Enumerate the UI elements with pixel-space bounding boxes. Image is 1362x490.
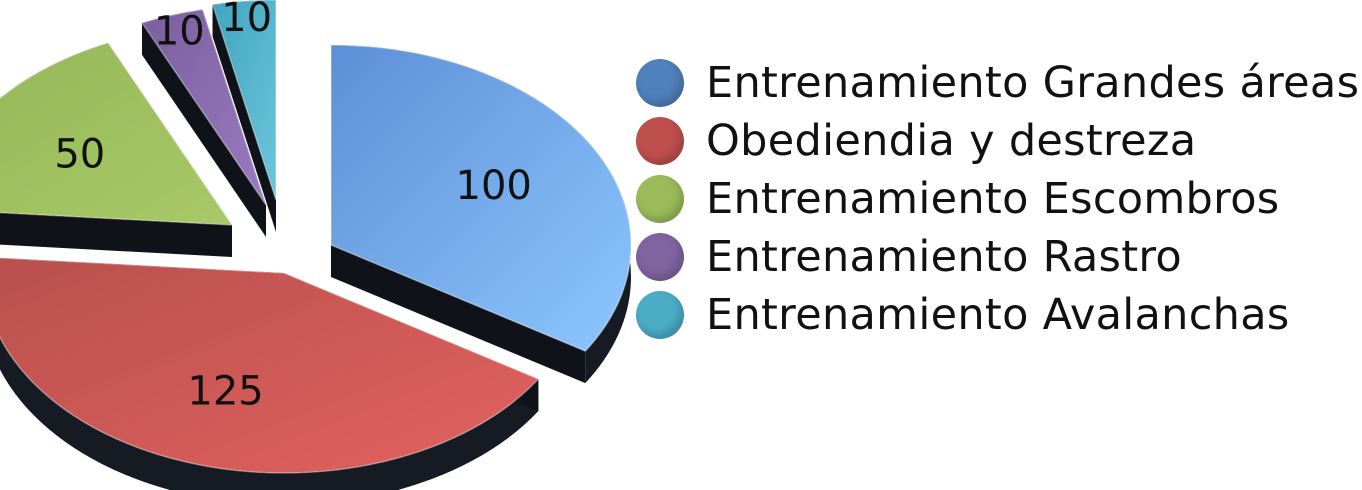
pie-slice-side xyxy=(0,337,539,490)
legend-label: Obediendia y destreza xyxy=(706,116,1197,166)
legend-item: Entrenamiento Grandes áreas xyxy=(636,54,1359,112)
legend-marker xyxy=(636,59,684,107)
pie-slice-wall xyxy=(331,245,586,384)
legend-marker xyxy=(636,117,684,165)
legend-label: Entrenamiento Rastro xyxy=(706,232,1183,282)
pie-slice-wall xyxy=(212,4,276,233)
pie-slice xyxy=(211,0,277,201)
pie-slice xyxy=(0,41,234,226)
data-label: 10 xyxy=(221,0,272,41)
legend-label: Entrenamiento Avalanchas xyxy=(706,290,1290,340)
chart-legend: Entrenamiento Grandes áreas Obediendia y… xyxy=(636,54,1359,344)
legend-item: Entrenamiento Avalanchas xyxy=(636,286,1359,344)
pie-slice-wall xyxy=(142,22,266,237)
data-label: 125 xyxy=(187,369,263,415)
data-label: 10 xyxy=(154,8,205,54)
legend-marker xyxy=(636,233,684,281)
legend-marker xyxy=(636,175,684,223)
pie-slice xyxy=(140,8,267,206)
pie-slice-wall xyxy=(0,212,232,257)
legend-label: Entrenamiento Escombros xyxy=(706,174,1280,224)
pie-slice xyxy=(0,257,540,474)
legend-label: Entrenamiento Grandes áreas xyxy=(706,58,1360,108)
legend-marker xyxy=(636,291,684,339)
legend-item: Entrenamiento Escombros xyxy=(636,170,1359,228)
data-label: 50 xyxy=(54,132,105,178)
pie-slice xyxy=(330,44,632,352)
legend-item: Obediendia y destreza xyxy=(636,112,1359,170)
data-label: 100 xyxy=(456,163,532,209)
legend-item: Entrenamiento Rastro xyxy=(636,228,1359,286)
